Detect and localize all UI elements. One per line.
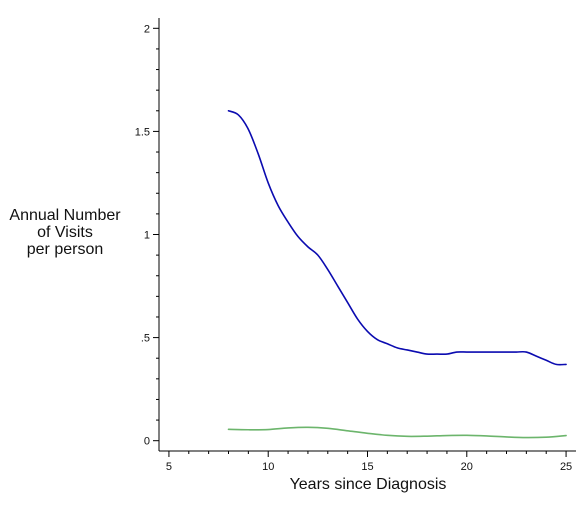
y-tick-label: 1.5 — [135, 126, 150, 138]
y-tick-label: 1 — [144, 230, 150, 242]
series-group — [227, 109, 567, 439]
x-tick-label: 15 — [361, 461, 373, 473]
y-ticks: 0 .5 1 1.5 2 — [135, 23, 159, 448]
x-ticks: 5 10 15 20 25 — [166, 451, 572, 473]
y-axis-label-line-2: of Visits — [37, 224, 93, 241]
x-tick-label: 10 — [262, 461, 274, 473]
x-tick-label: 25 — [560, 461, 572, 473]
x-tick-label: 20 — [461, 461, 473, 473]
x-axis-label: Years since Diagnosis — [290, 476, 447, 493]
y-axis-label-line-1: Annual Number — [9, 207, 121, 224]
y-tick-label: 2 — [144, 23, 150, 35]
series-line-1 — [227, 109, 567, 366]
x-tick-label: 5 — [166, 461, 172, 473]
series-line-2 — [227, 426, 567, 439]
y-axis-label-line-3: per person — [26, 241, 104, 258]
y-axis-label: Annual Number of Visits per person — [0, 207, 130, 258]
y-tick-label: .5 — [141, 333, 150, 345]
y-tick-label: 0 — [144, 436, 150, 448]
